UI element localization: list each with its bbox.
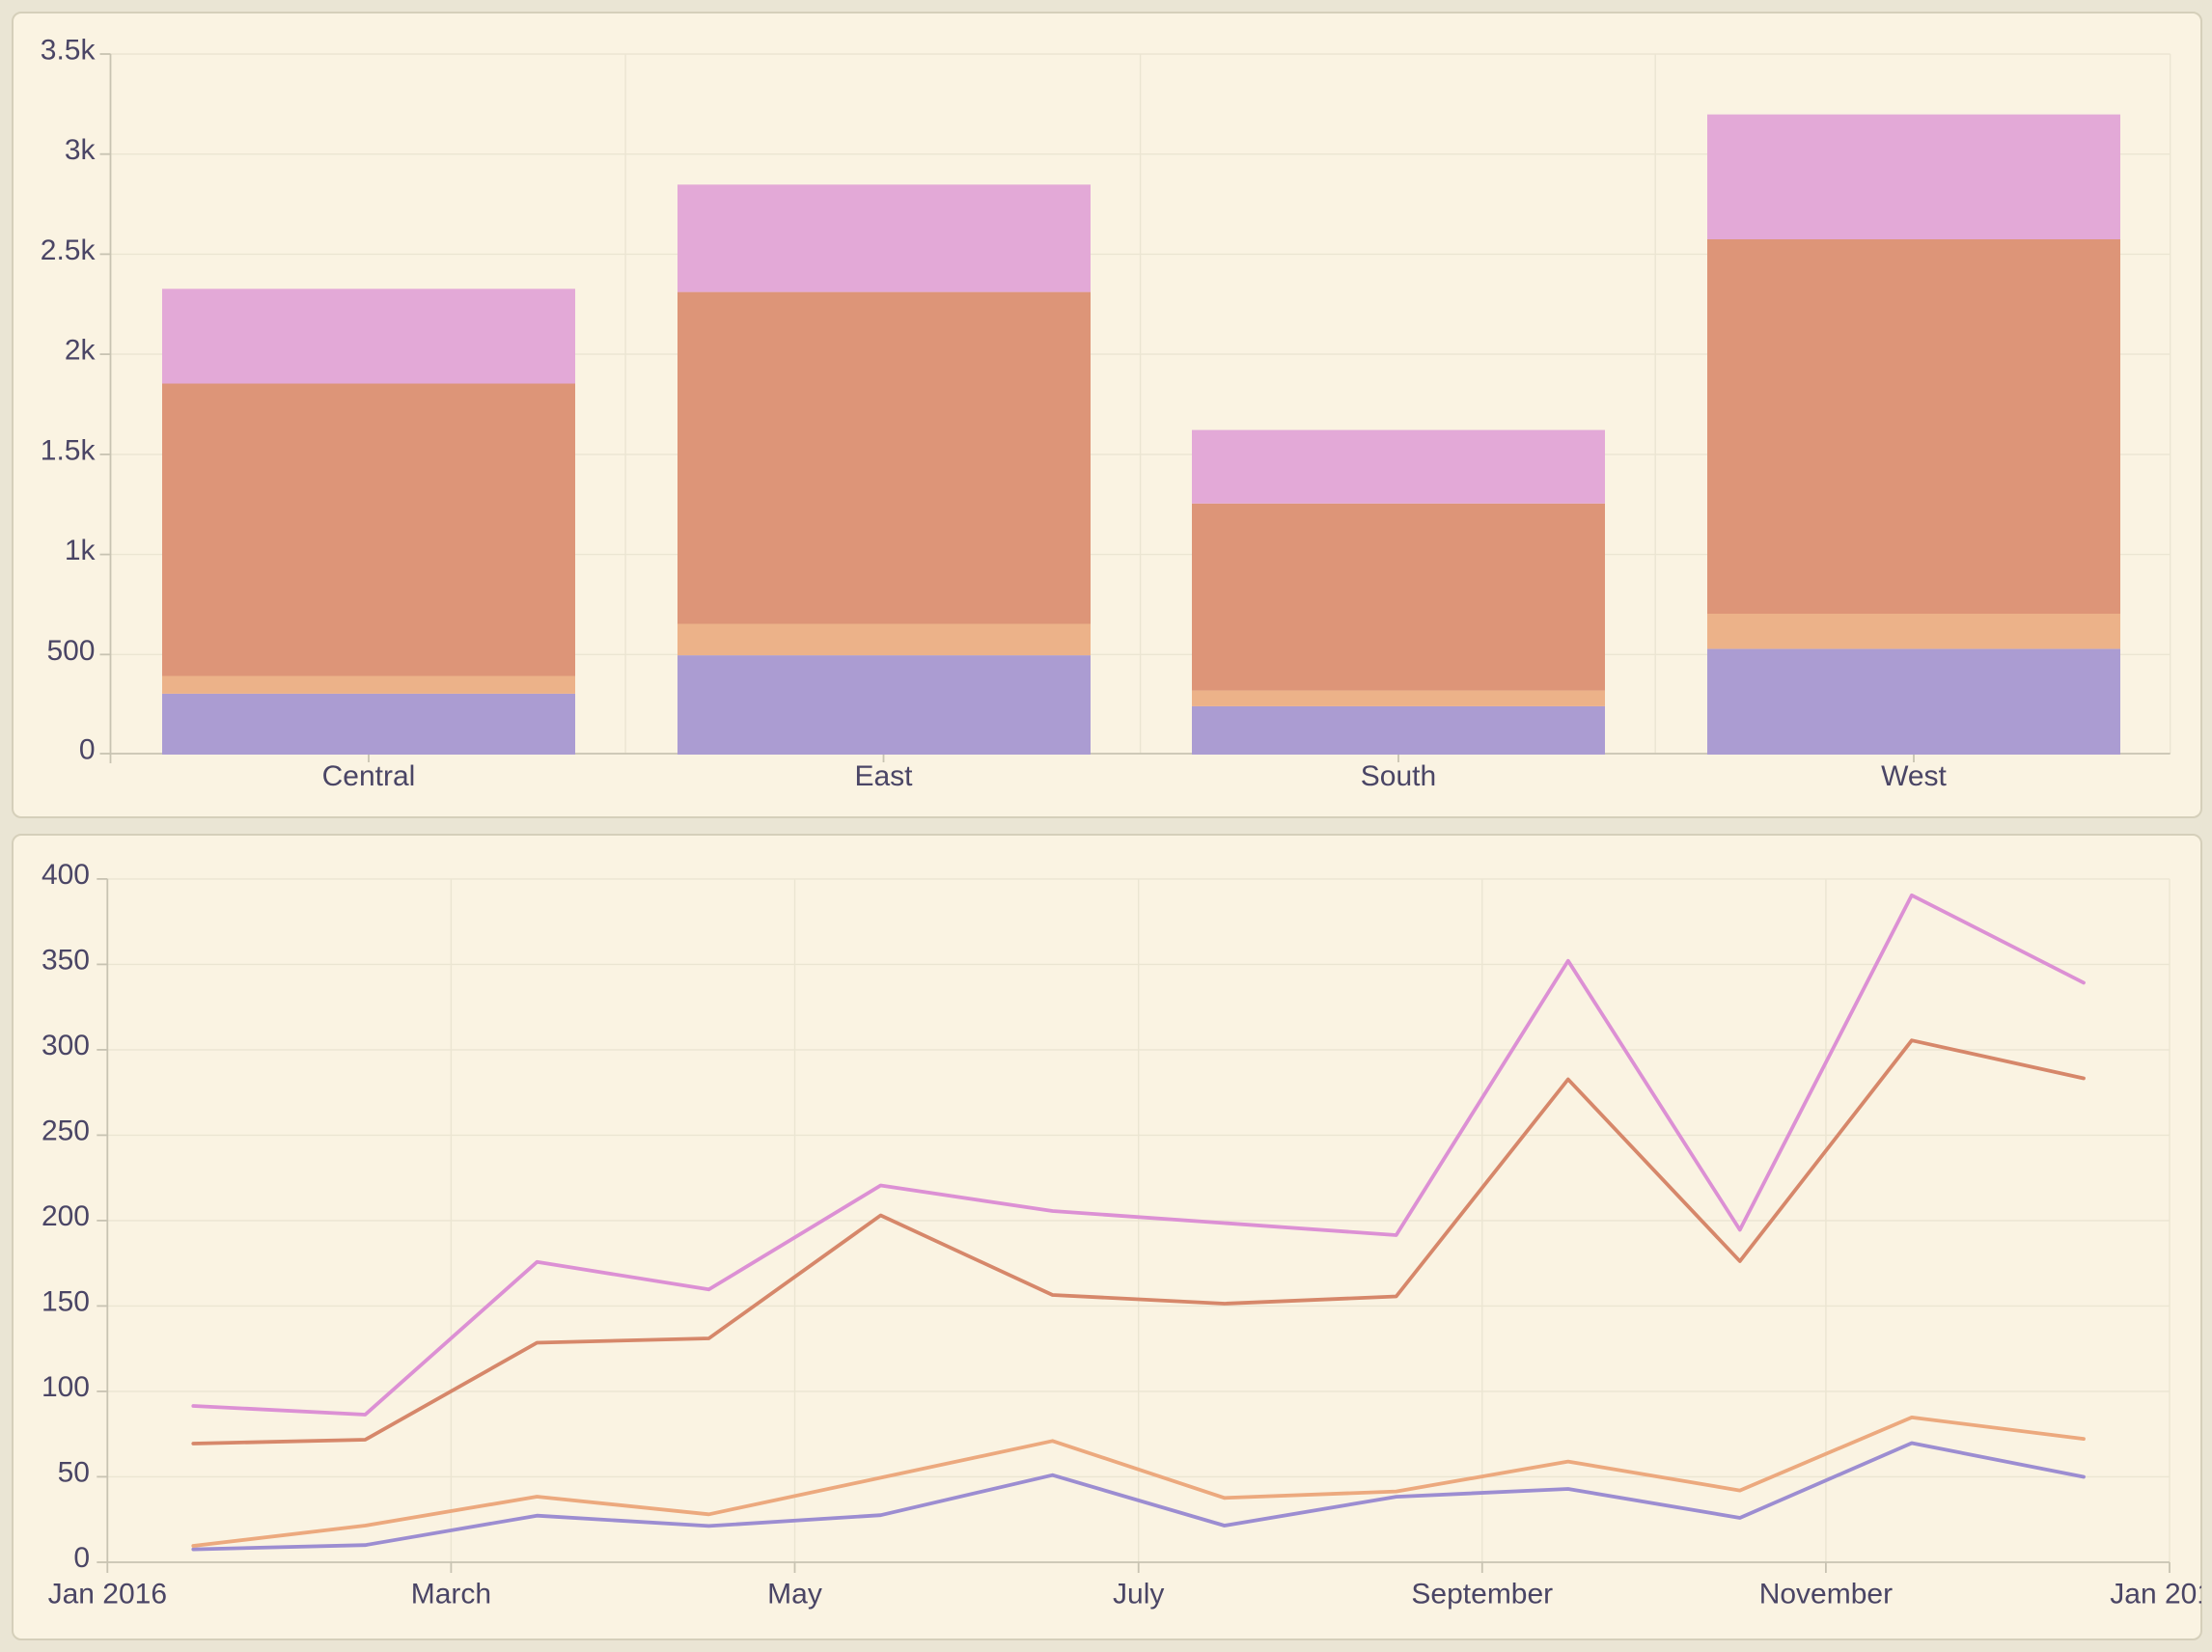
svg-text:2k: 2k bbox=[65, 335, 97, 367]
svg-text:Jan 2016: Jan 2016 bbox=[48, 1579, 167, 1611]
svg-text:100: 100 bbox=[41, 1371, 90, 1403]
svg-text:3k: 3k bbox=[65, 134, 97, 166]
svg-text:300: 300 bbox=[41, 1030, 90, 1061]
svg-text:250: 250 bbox=[41, 1115, 90, 1147]
svg-text:2.5k: 2.5k bbox=[41, 234, 97, 266]
svg-text:500: 500 bbox=[46, 635, 95, 667]
svg-text:Jan 2017: Jan 2017 bbox=[2110, 1579, 2212, 1611]
svg-text:March: March bbox=[411, 1579, 491, 1611]
svg-text:May: May bbox=[767, 1579, 822, 1611]
svg-text:1k: 1k bbox=[65, 535, 97, 566]
svg-text:3.5k: 3.5k bbox=[41, 35, 97, 67]
svg-text:350: 350 bbox=[41, 945, 90, 977]
svg-text:50: 50 bbox=[58, 1457, 90, 1489]
svg-text:South: South bbox=[1361, 760, 1436, 792]
svg-text:November: November bbox=[1759, 1579, 1893, 1611]
svg-text:400: 400 bbox=[41, 859, 90, 891]
svg-text:0: 0 bbox=[79, 734, 96, 766]
svg-text:East: East bbox=[854, 760, 913, 792]
svg-text:Central: Central bbox=[322, 760, 416, 792]
svg-text:1.5k: 1.5k bbox=[41, 434, 97, 466]
svg-text:West: West bbox=[1881, 760, 1947, 792]
svg-text:200: 200 bbox=[41, 1200, 90, 1232]
svg-text:150: 150 bbox=[41, 1286, 90, 1318]
svg-text:September: September bbox=[1411, 1579, 1553, 1611]
svg-text:0: 0 bbox=[73, 1542, 90, 1574]
svg-text:July: July bbox=[1113, 1579, 1164, 1611]
